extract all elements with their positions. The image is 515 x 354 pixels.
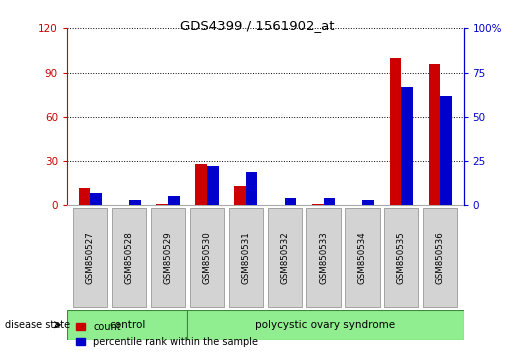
Text: GSM850531: GSM850531 — [242, 231, 250, 284]
Bar — [285, 198, 296, 205]
Bar — [440, 96, 452, 205]
FancyBboxPatch shape — [229, 208, 263, 307]
FancyBboxPatch shape — [268, 208, 302, 307]
Bar — [79, 188, 90, 205]
Text: GSM850535: GSM850535 — [397, 231, 406, 284]
Bar — [401, 87, 413, 205]
Text: polycystic ovary syndrome: polycystic ovary syndrome — [255, 320, 396, 330]
FancyBboxPatch shape — [187, 310, 464, 340]
FancyBboxPatch shape — [73, 208, 108, 307]
Bar — [312, 204, 323, 205]
Text: control: control — [109, 320, 145, 330]
Bar — [195, 164, 207, 205]
Text: GSM850533: GSM850533 — [319, 231, 328, 284]
Bar — [363, 200, 374, 205]
Text: GSM850529: GSM850529 — [164, 231, 173, 284]
Bar — [168, 196, 180, 205]
Text: GSM850527: GSM850527 — [86, 231, 95, 284]
Text: GSM850534: GSM850534 — [358, 231, 367, 284]
Text: GDS4399 / 1561902_at: GDS4399 / 1561902_at — [180, 19, 335, 33]
Bar — [234, 186, 246, 205]
FancyBboxPatch shape — [67, 310, 187, 340]
FancyBboxPatch shape — [423, 208, 457, 307]
FancyBboxPatch shape — [306, 208, 340, 307]
FancyBboxPatch shape — [346, 208, 380, 307]
Bar — [90, 193, 102, 205]
FancyBboxPatch shape — [384, 208, 418, 307]
Bar — [129, 200, 141, 205]
Text: GSM850530: GSM850530 — [202, 231, 212, 284]
Bar — [246, 172, 258, 205]
Text: GSM850532: GSM850532 — [280, 231, 289, 284]
Text: disease state: disease state — [5, 320, 70, 330]
Bar — [323, 198, 335, 205]
Bar — [157, 204, 168, 205]
FancyBboxPatch shape — [112, 208, 146, 307]
Text: GSM850528: GSM850528 — [125, 231, 134, 284]
Bar — [207, 166, 218, 205]
FancyBboxPatch shape — [151, 208, 185, 307]
Legend: count, percentile rank within the sample: count, percentile rank within the sample — [72, 318, 262, 351]
Text: GSM850536: GSM850536 — [436, 231, 444, 284]
FancyBboxPatch shape — [190, 208, 224, 307]
Bar — [428, 64, 440, 205]
Bar — [390, 58, 401, 205]
